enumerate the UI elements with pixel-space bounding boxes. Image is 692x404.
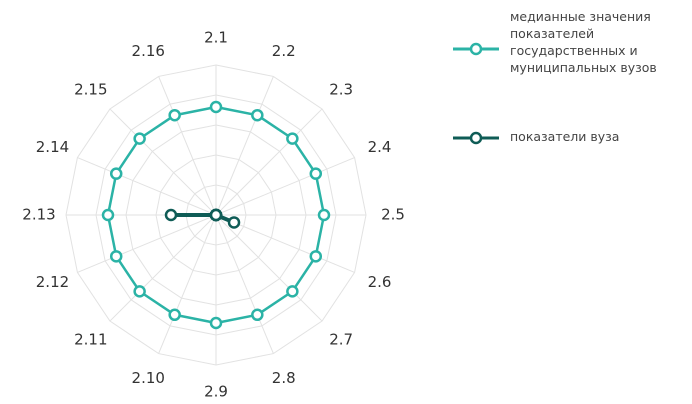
legend-marker: [469, 42, 483, 56]
axis-label: 2.16: [132, 42, 165, 60]
axis-label: 2.9: [204, 383, 228, 401]
legend-icon: [453, 131, 499, 145]
spoke: [158, 76, 217, 216]
axis-label: 2.4: [368, 138, 392, 156]
axis-label: 2.5: [381, 206, 405, 224]
series-marker: [209, 100, 223, 114]
series-marker: [251, 108, 264, 122]
series-marker: [133, 285, 146, 298]
axis-label: 2.3: [329, 80, 353, 98]
series-marker: [209, 316, 223, 330]
axis-label: 2.11: [74, 331, 107, 349]
series-marker: [286, 132, 299, 145]
legend-icon: [453, 42, 499, 56]
legend-label: медианные значения показателей государст…: [510, 9, 657, 75]
spoke: [77, 214, 217, 273]
spoke: [109, 108, 217, 216]
axis-label: 2.13: [22, 206, 55, 224]
series-marker: [309, 167, 323, 180]
spoke: [215, 108, 323, 216]
axis-label: 2.8: [272, 369, 296, 387]
series-marker: [109, 250, 123, 263]
axis-label: 2.10: [132, 369, 165, 387]
spoke: [77, 157, 217, 216]
series-marker: [164, 208, 178, 222]
legend-item: показатели вуза: [452, 128, 692, 148]
series-marker: [168, 308, 181, 322]
legend-item: медианные значения показателей государст…: [452, 8, 692, 76]
axis-label: 2.12: [36, 273, 69, 291]
series-marker: [227, 216, 241, 229]
series-marker: [101, 208, 115, 222]
axis-label: 2.15: [74, 80, 107, 98]
axis-label: 2.6: [368, 273, 392, 291]
series-marker: [309, 250, 323, 263]
axis-label: 2.14: [36, 138, 69, 156]
series-marker: [286, 285, 299, 298]
spoke: [109, 214, 217, 322]
spoke: [215, 157, 355, 216]
series-marker: [109, 167, 123, 180]
chart: 2.1 2.2 2.3 2.4 2.5 2.6 2.7 2.8 2.9 2.10 2.11 2.12 2…: [22, 29, 405, 401]
axis-label: 2.1: [204, 29, 228, 47]
series-marker: [251, 308, 264, 322]
series-marker: [168, 108, 181, 122]
axis-label: 2.2: [272, 42, 296, 60]
legend-marker: [469, 131, 483, 145]
spoke: [215, 76, 274, 216]
spoke: [215, 214, 274, 354]
series-line: [169, 213, 237, 225]
spoke: [215, 214, 323, 322]
legend-label: показатели вуза: [510, 129, 620, 144]
series-marker: [317, 208, 331, 222]
series-marker: [133, 132, 146, 145]
spoke: [158, 214, 217, 354]
axis-label: 2.7: [329, 331, 353, 349]
series-marker: [209, 208, 223, 222]
